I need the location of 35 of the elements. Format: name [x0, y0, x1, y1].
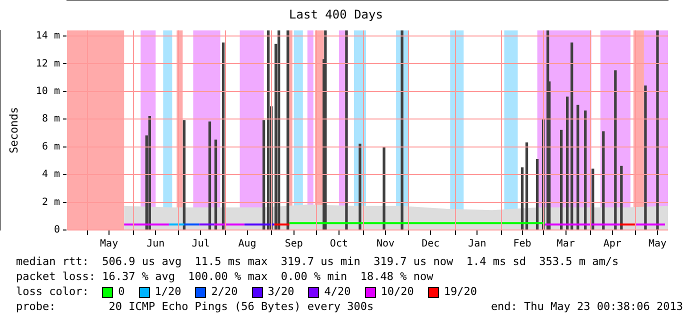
legend-label: 2/20	[211, 285, 238, 299]
legend-label: 19/20	[444, 285, 477, 299]
legend-label: 4/20	[324, 285, 351, 299]
text: packet loss: 16.37 % avg 100.00 % max 0.00 % min 18.48 % now	[16, 270, 434, 284]
x-tick-label: Dec	[422, 238, 440, 250]
y-tick-label: 4 m	[42, 169, 60, 180]
y-tick-label: 12 m	[36, 58, 60, 70]
x-tick-label: Aug	[238, 238, 256, 250]
x-tick-label: May	[100, 238, 118, 250]
x-tick-label: Sep	[284, 238, 303, 250]
x-tick-label: Jun	[146, 238, 165, 250]
legend-label: 10/20	[380, 285, 414, 299]
chart-title: Last 400 Days	[289, 7, 383, 22]
y-axis-title: Seconds	[7, 107, 20, 154]
x-tick-label: Mar	[556, 238, 575, 250]
legend-label: 1/20	[154, 285, 182, 299]
y-tick-label: 0	[54, 224, 60, 236]
y-tick-label: 14 m	[36, 30, 60, 42]
legend-label: 0	[118, 285, 125, 299]
x-tick-label: Apr	[603, 238, 622, 250]
y-tick-label: 6 m	[42, 141, 60, 152]
x-tick-label: May	[648, 238, 667, 250]
text: probe: 20 ICMP Echo Pings (56 Bytes) every 300s	[16, 300, 374, 314]
legend-label: 3/20	[268, 285, 294, 299]
text: median rtt: 506.9 us avg 11.5 ms max 319.7 us min 319.7 us now 1.4 ms sd 353.5 m am/s	[16, 255, 619, 269]
y-tick-label: 10 m	[36, 86, 60, 97]
legend-title: loss color:	[16, 285, 90, 299]
x-tick-label: Oct	[330, 238, 348, 250]
x-tick-label: Jul	[192, 238, 210, 250]
x-tick-label: Nov	[376, 238, 395, 250]
x-tick-label: Feb	[513, 238, 532, 250]
text: end: Thu May 23 00:38:06 2013	[490, 300, 683, 314]
x-tick-label: Jan	[468, 238, 486, 250]
y-tick-label: 8 m	[42, 114, 60, 125]
y-tick-label: 2 m	[42, 196, 60, 208]
